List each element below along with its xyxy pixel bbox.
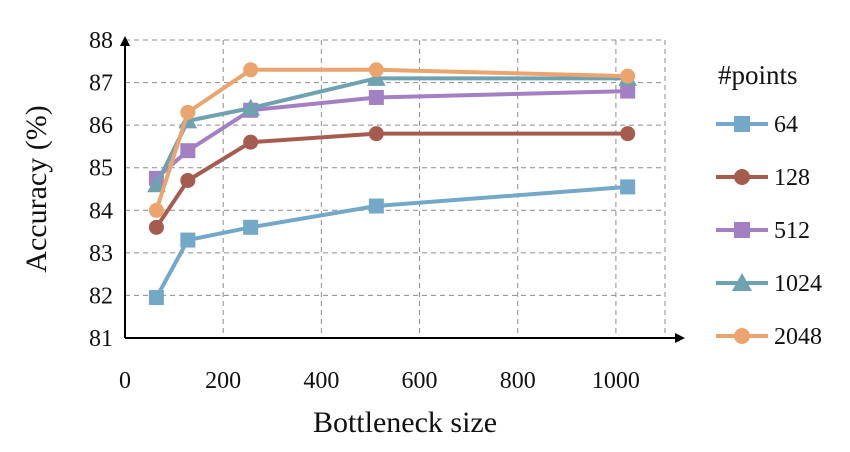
y-tick-label: 86 [89, 113, 113, 139]
y-tick-label: 84 [89, 198, 113, 224]
data-point [241, 98, 261, 116]
data-point [620, 179, 636, 195]
data-point [734, 169, 750, 185]
legend-title: #points [718, 60, 798, 90]
y-tick-label: 85 [89, 156, 113, 182]
x-tick-label: 0 [119, 368, 131, 394]
y-tick-label: 83 [89, 241, 113, 267]
data-point [732, 273, 752, 291]
data-point [180, 143, 196, 159]
data-point [620, 83, 636, 99]
y-tick-label: 82 [89, 283, 113, 309]
x-tick-label: 1000 [592, 368, 640, 394]
x-axis-title: Bottleneck size [313, 406, 497, 439]
data-point [366, 68, 386, 86]
data-point [368, 89, 384, 105]
data-point [243, 219, 259, 235]
x-axis-arrow [675, 333, 685, 343]
y-tick-label: 81 [89, 326, 113, 352]
data-point [148, 290, 164, 306]
legend-label: 2048 [774, 324, 822, 350]
data-point [368, 62, 384, 78]
series-line [154, 67, 628, 211]
legend-item-128: 128 [716, 165, 810, 191]
legend-item-64: 64 [716, 112, 798, 138]
data-point [148, 202, 164, 218]
data-point [180, 104, 196, 120]
axes [120, 36, 685, 343]
data-point [368, 198, 384, 214]
y-tick-label: 88 [89, 28, 113, 54]
legend-label: 128 [774, 165, 810, 191]
series-line [154, 184, 628, 299]
legend-label: 512 [774, 218, 810, 244]
y-axis-title: Accuracy (%) [20, 105, 53, 272]
x-tick-label: 400 [303, 368, 339, 394]
data-point [734, 222, 750, 238]
legend-label: 64 [774, 112, 798, 138]
data-point [620, 126, 636, 142]
legend-label: 1024 [774, 271, 822, 297]
data-point [620, 68, 636, 84]
legend-item-1024: 1024 [716, 271, 822, 297]
data-point [180, 232, 196, 248]
data-point [734, 328, 750, 344]
x-tick-label: 200 [205, 368, 241, 394]
legend-item-2048: 2048 [716, 324, 822, 350]
data-point [180, 172, 196, 188]
y-axis-arrow [120, 36, 130, 46]
data-point [148, 219, 164, 235]
series-line [154, 131, 628, 229]
data-point [243, 62, 259, 78]
data-point [368, 126, 384, 142]
series-group [147, 62, 638, 306]
series-2048 [148, 62, 636, 218]
x-tick-label: 600 [402, 368, 438, 394]
series-128 [148, 126, 636, 235]
legend: #points 64 128 512 1024 2048 [716, 60, 822, 350]
series-64 [148, 179, 636, 306]
legend-item-512: 512 [716, 218, 810, 244]
data-point [147, 175, 166, 193]
x-tick-label: 800 [500, 368, 536, 394]
data-point [734, 116, 750, 132]
y-tick-label: 87 [89, 71, 113, 97]
tick-labels: 81 82 83 84 85 86 87 88 0 200 400 600 800 1000 [89, 28, 640, 394]
data-point [243, 134, 259, 150]
